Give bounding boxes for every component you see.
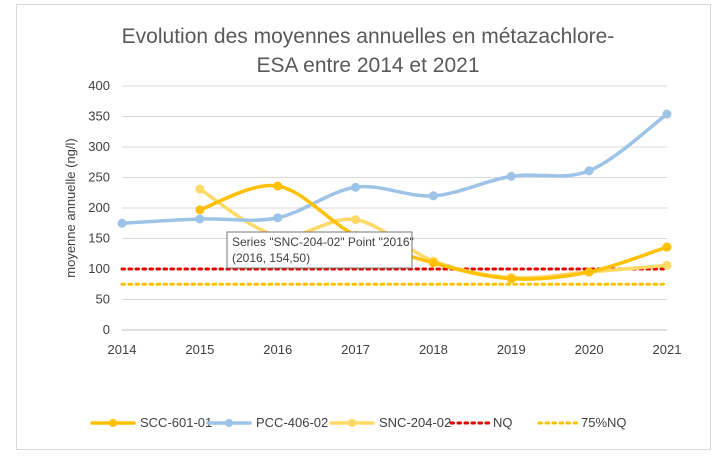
- legend-label-pcc-406-02: PCC-406-02: [256, 415, 328, 430]
- point-snc-204-02-2015: [195, 184, 205, 194]
- x-tick-2019: 2019: [497, 342, 526, 357]
- y-axis-tick-labels: 0 50 100 150 200 250 300 350 400: [88, 78, 110, 337]
- point-scc-601-01-2020: [584, 267, 594, 277]
- chart-area: Evolution des moyennes annuelles en méta…: [16, 4, 711, 450]
- legend-marker-scc-601-01: [109, 419, 117, 427]
- x-tick-2018: 2018: [419, 342, 448, 357]
- point-pcc-406-02-2020: [584, 166, 594, 176]
- point-scc-601-01-2021: [662, 242, 672, 252]
- point-scc-601-01-2018: [428, 258, 438, 268]
- point-pcc-406-02-2018: [428, 191, 438, 201]
- point-pcc-406-02-2019: [506, 171, 516, 181]
- point-snc-204-02-2017: [351, 215, 361, 225]
- chart-title: Evolution des moyennes annuelles en méta…: [122, 25, 615, 77]
- tooltip-box: [226, 231, 413, 269]
- legend-label-nq: NQ: [493, 415, 513, 430]
- legend-item-75-nq: 75%NQ: [537, 415, 627, 430]
- legend-label-75-nq: 75%NQ: [581, 415, 627, 430]
- legend-item-pcc-406-02: PCC-406-02: [206, 415, 328, 430]
- point-scc-601-01-2019: [506, 274, 516, 284]
- legend-label-snc-204-02: SNC-204-02: [379, 415, 451, 430]
- x-axis-tick-labels: 2014 2015 2016 2017 2018 2019 2020 2021: [108, 342, 682, 357]
- legend-marker-pcc-406-02: [225, 419, 233, 427]
- legend: SCC-601-01 PCC-406-02 SNC-204-02 NQ 75%NQ: [90, 415, 627, 430]
- legend-item-scc-601-01: SCC-601-01: [90, 415, 212, 430]
- legend-marker-snc-204-02: [348, 419, 356, 427]
- y-tick-350: 350: [88, 109, 110, 124]
- y-tick-50: 50: [96, 292, 110, 307]
- y-tick-100: 100: [88, 261, 110, 276]
- y-tick-250: 250: [88, 170, 110, 185]
- x-tick-2016: 2016: [263, 342, 292, 357]
- y-axis-label: moyenne annuelle (ng/l): [63, 138, 78, 277]
- point-scc-601-01-2015: [195, 205, 205, 215]
- point-pcc-406-02-2017: [351, 182, 361, 192]
- point-pcc-406-02-2015: [195, 214, 205, 224]
- legend-item-snc-204-02: SNC-204-02: [329, 415, 451, 430]
- legend-label-scc-601-01: SCC-601-01: [140, 415, 212, 430]
- series-line-pcc-406-02: [120, 112, 669, 225]
- point-scc-601-01-2016: [273, 181, 283, 191]
- x-tick-2015: 2015: [185, 342, 214, 357]
- x-tick-2014: 2014: [108, 342, 137, 357]
- y-tick-150: 150: [88, 231, 110, 246]
- y-tick-400: 400: [88, 78, 110, 93]
- y-tick-200: 200: [88, 200, 110, 215]
- point-snc-204-02-2021: [662, 260, 672, 270]
- point-pcc-406-02-2021: [662, 109, 672, 119]
- x-tick-2017: 2017: [341, 342, 370, 357]
- x-tick-2020: 2020: [575, 342, 604, 357]
- legend-item-nq: NQ: [449, 415, 513, 430]
- series-lines: [117, 109, 672, 286]
- chart-title-line-2: ESA entre 2014 et 2021: [256, 54, 479, 77]
- tooltip-line-2: (2016, 154,50): [232, 251, 310, 265]
- tooltip-line-1: Series "SNC-204-02" Point "2016": [232, 235, 414, 249]
- point-pcc-406-02-2014: [117, 218, 127, 228]
- y-tick-0: 0: [103, 322, 110, 337]
- x-tick-2021: 2021: [653, 342, 682, 357]
- tooltip: Series "SNC-204-02" Point "2016" (2016, …: [226, 231, 414, 269]
- point-pcc-406-02-2016: [273, 213, 283, 223]
- y-tick-300: 300: [88, 139, 110, 154]
- line-chart: Evolution des moyennes annuelles en méta…: [63, 25, 682, 430]
- chart-title-line-1: Evolution des moyennes annuelles en méta…: [122, 25, 615, 48]
